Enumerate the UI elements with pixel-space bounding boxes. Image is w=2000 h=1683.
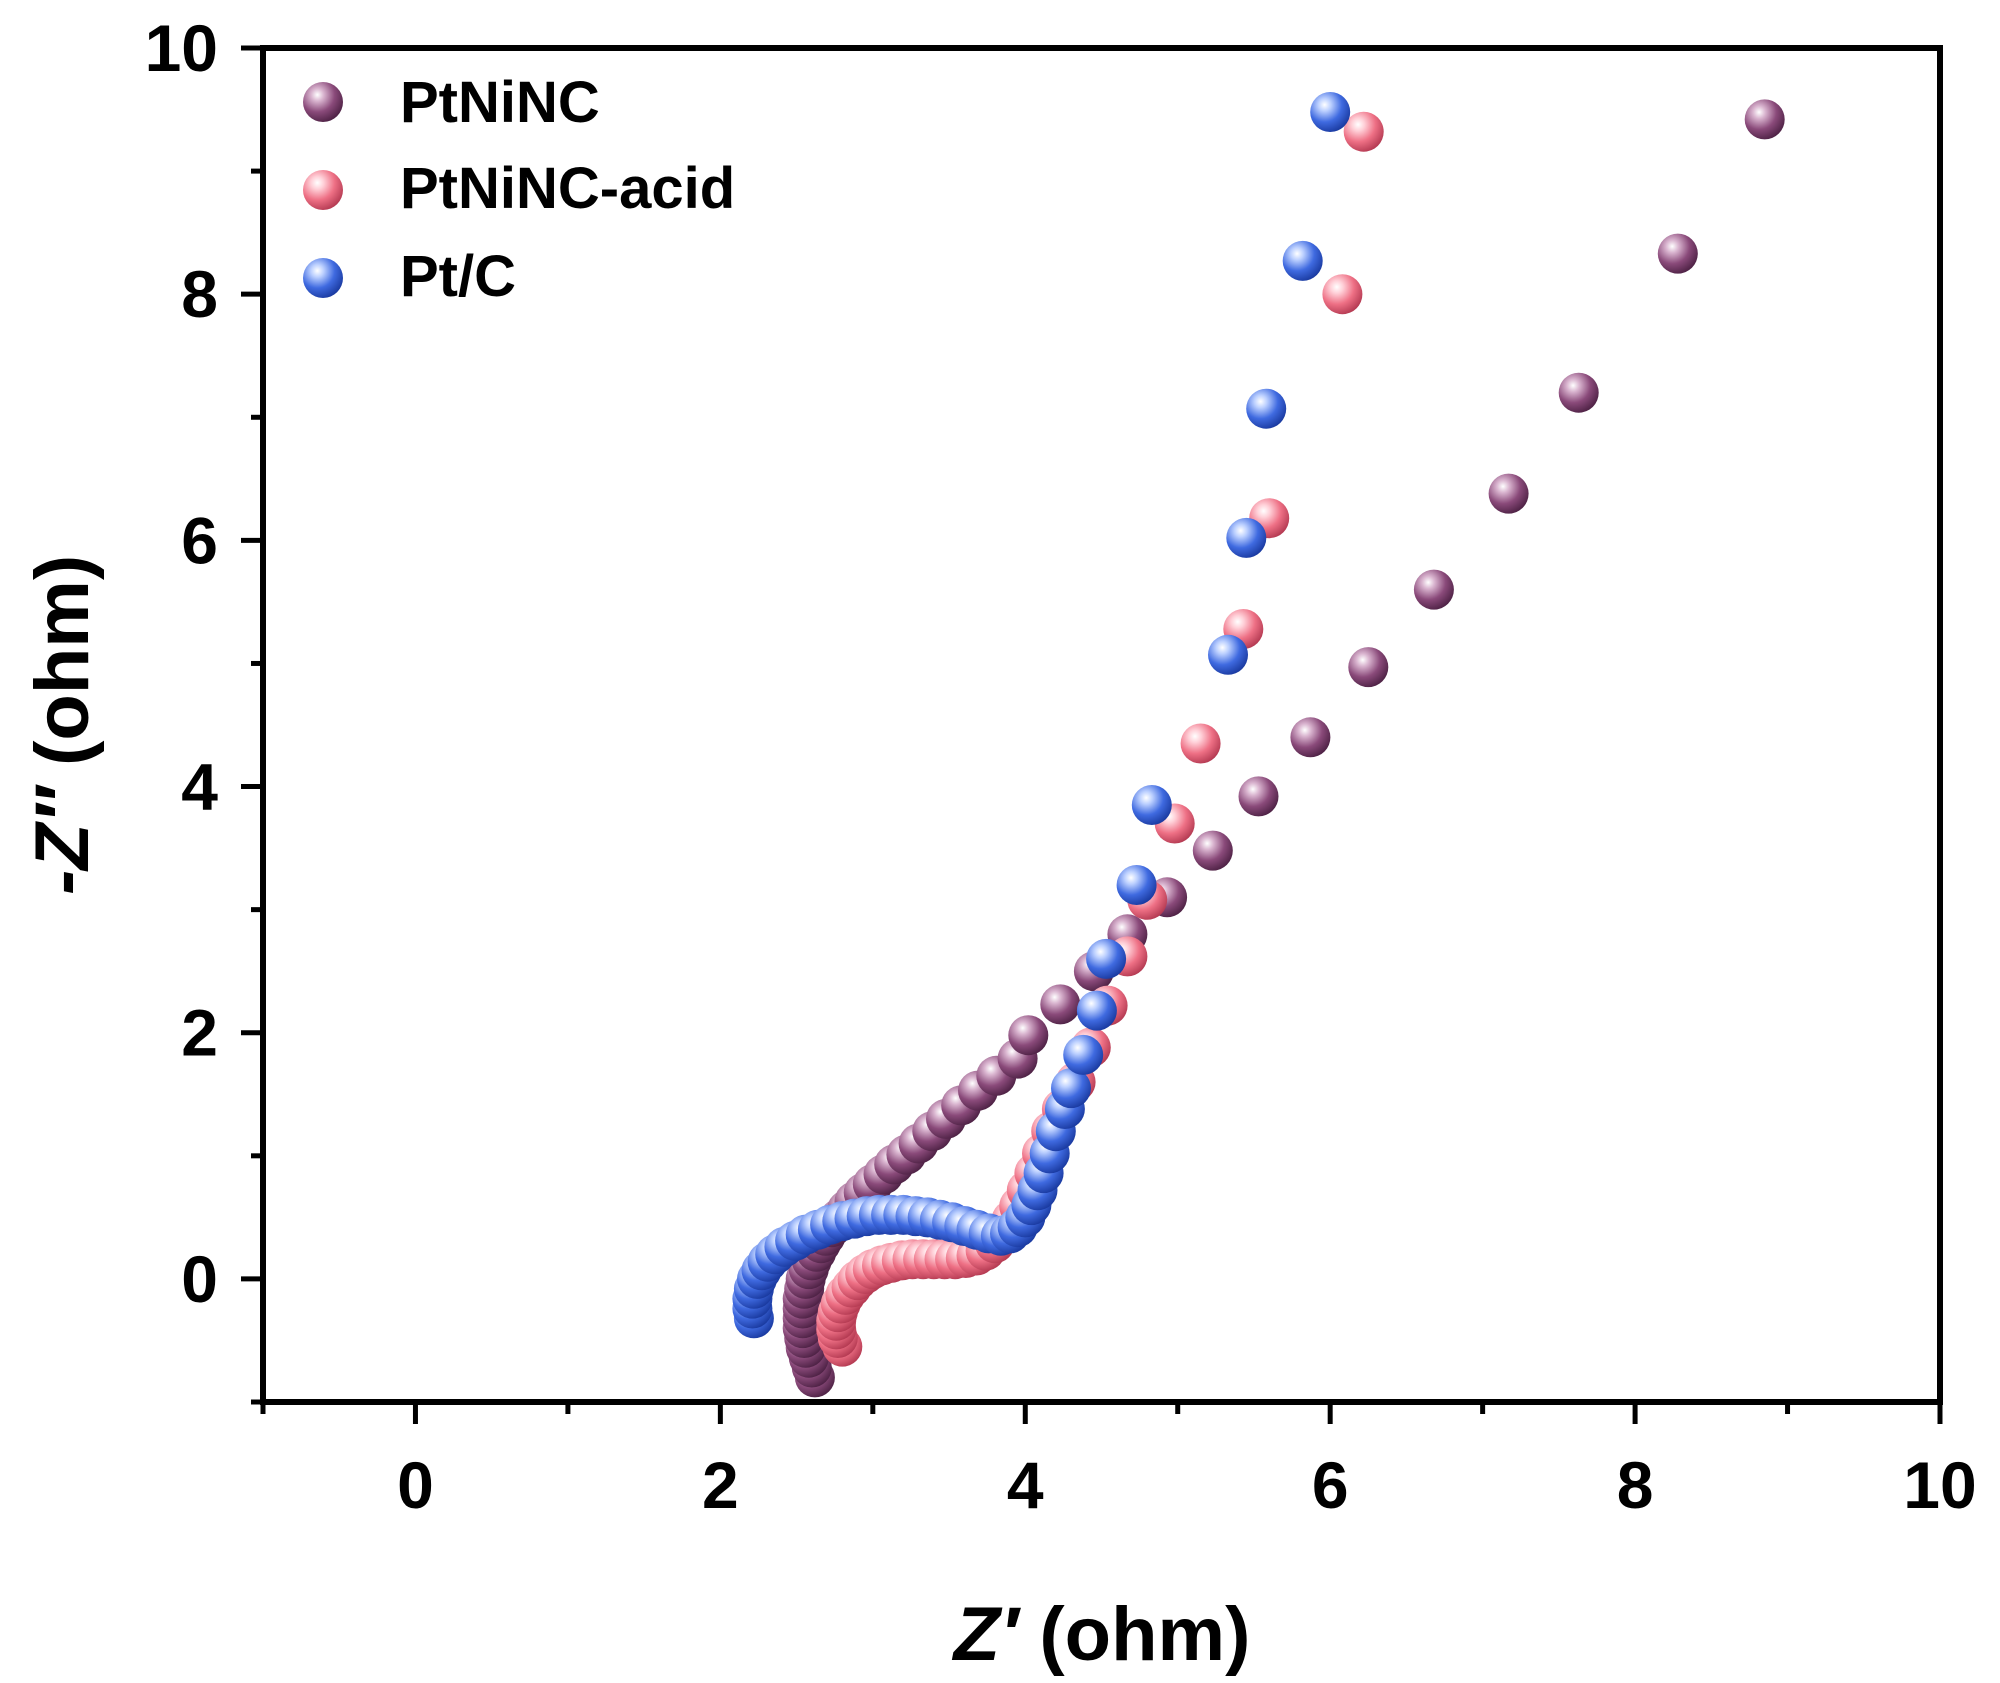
data-point-pt-c-40: [1116, 865, 1157, 905]
series-ptninc: [782, 99, 1785, 1398]
data-point-ptninc-37: [1192, 830, 1233, 871]
data-point-ptninc-acid-37: [1180, 723, 1221, 764]
y-tick-label-0: 0: [181, 1242, 218, 1316]
data-point-pt-c-45: [1282, 240, 1323, 281]
x-axis-title-unit: (ohm): [1018, 1592, 1250, 1677]
data-point-ptninc-42: [1488, 473, 1529, 514]
y-axis-title-symbol: -Z″: [20, 783, 105, 895]
data-point-pt-c-36: [1051, 1068, 1091, 1109]
data-point-ptninc-40: [1348, 647, 1389, 688]
x-tick-label-6: 6: [1312, 1448, 1349, 1522]
y-axis-title: -Z″ (ohm): [20, 555, 105, 895]
data-point-ptninc-41: [1413, 569, 1454, 610]
y-tick-label-2: 2: [181, 996, 218, 1070]
data-point-pt-c-39: [1086, 938, 1127, 979]
data-point-ptninc-32: [1008, 1015, 1049, 1056]
plot-frame: [260, 45, 1943, 1405]
data-point-ptninc-44: [1657, 233, 1698, 274]
x-tick-label-4: 4: [1007, 1448, 1044, 1522]
legend-label-ptc: Pt/C: [400, 244, 516, 309]
x-tick-label-2: 2: [702, 1448, 739, 1522]
data-point-ptninc-38: [1238, 776, 1279, 817]
data-point-pt-c-46: [1310, 92, 1351, 132]
data-point-ptninc-39: [1290, 717, 1331, 758]
legend: PtNiNC PtNiNC-acid Pt/C: [303, 70, 735, 309]
y-tick-label-6: 6: [181, 503, 218, 577]
y-tick-label-8: 8: [181, 257, 218, 331]
data-point-ptninc-33: [1040, 984, 1081, 1025]
legend-marker-ptc: [303, 258, 343, 298]
data-point-ptninc-45: [1744, 99, 1785, 140]
x-axis-title-symbol: Z′: [952, 1592, 1021, 1677]
y-axis-title-unit: (ohm): [20, 555, 105, 787]
data-point-ptninc-43: [1558, 372, 1599, 413]
legend-marker-ptninc: [303, 82, 343, 122]
legend-marker-ptninc-acid: [303, 170, 343, 210]
data-point-pt-c-44: [1246, 388, 1287, 429]
x-tick-label-0: 0: [397, 1448, 434, 1522]
legend-label-ptninc-acid: PtNiNC-acid: [400, 156, 735, 221]
data-point-pt-c-43: [1226, 517, 1267, 558]
x-tick-label-8: 8: [1617, 1448, 1654, 1522]
series-pt-c: [732, 92, 1351, 1339]
x-axis-title: Z′ (ohm): [952, 1592, 1251, 1677]
data-point-pt-c-37: [1063, 1034, 1104, 1075]
data-point-pt-c-42: [1208, 634, 1248, 675]
y-tick-label-4: 4: [181, 750, 218, 824]
axis-ticks-layer: 0 2 4 6 8 10 0 2 4 6 8 10: [145, 11, 1977, 1522]
data-points-layer: [732, 92, 1785, 1398]
data-point-ptninc-acid-40: [1322, 274, 1363, 315]
data-point-pt-c-41: [1131, 785, 1172, 825]
legend-label-ptninc: PtNiNC: [400, 70, 600, 135]
data-point-pt-c-38: [1076, 990, 1117, 1031]
y-tick-label-10: 10: [145, 11, 218, 85]
x-tick-label-10: 10: [1903, 1448, 1976, 1522]
data-point-ptninc-acid-41: [1343, 111, 1384, 152]
